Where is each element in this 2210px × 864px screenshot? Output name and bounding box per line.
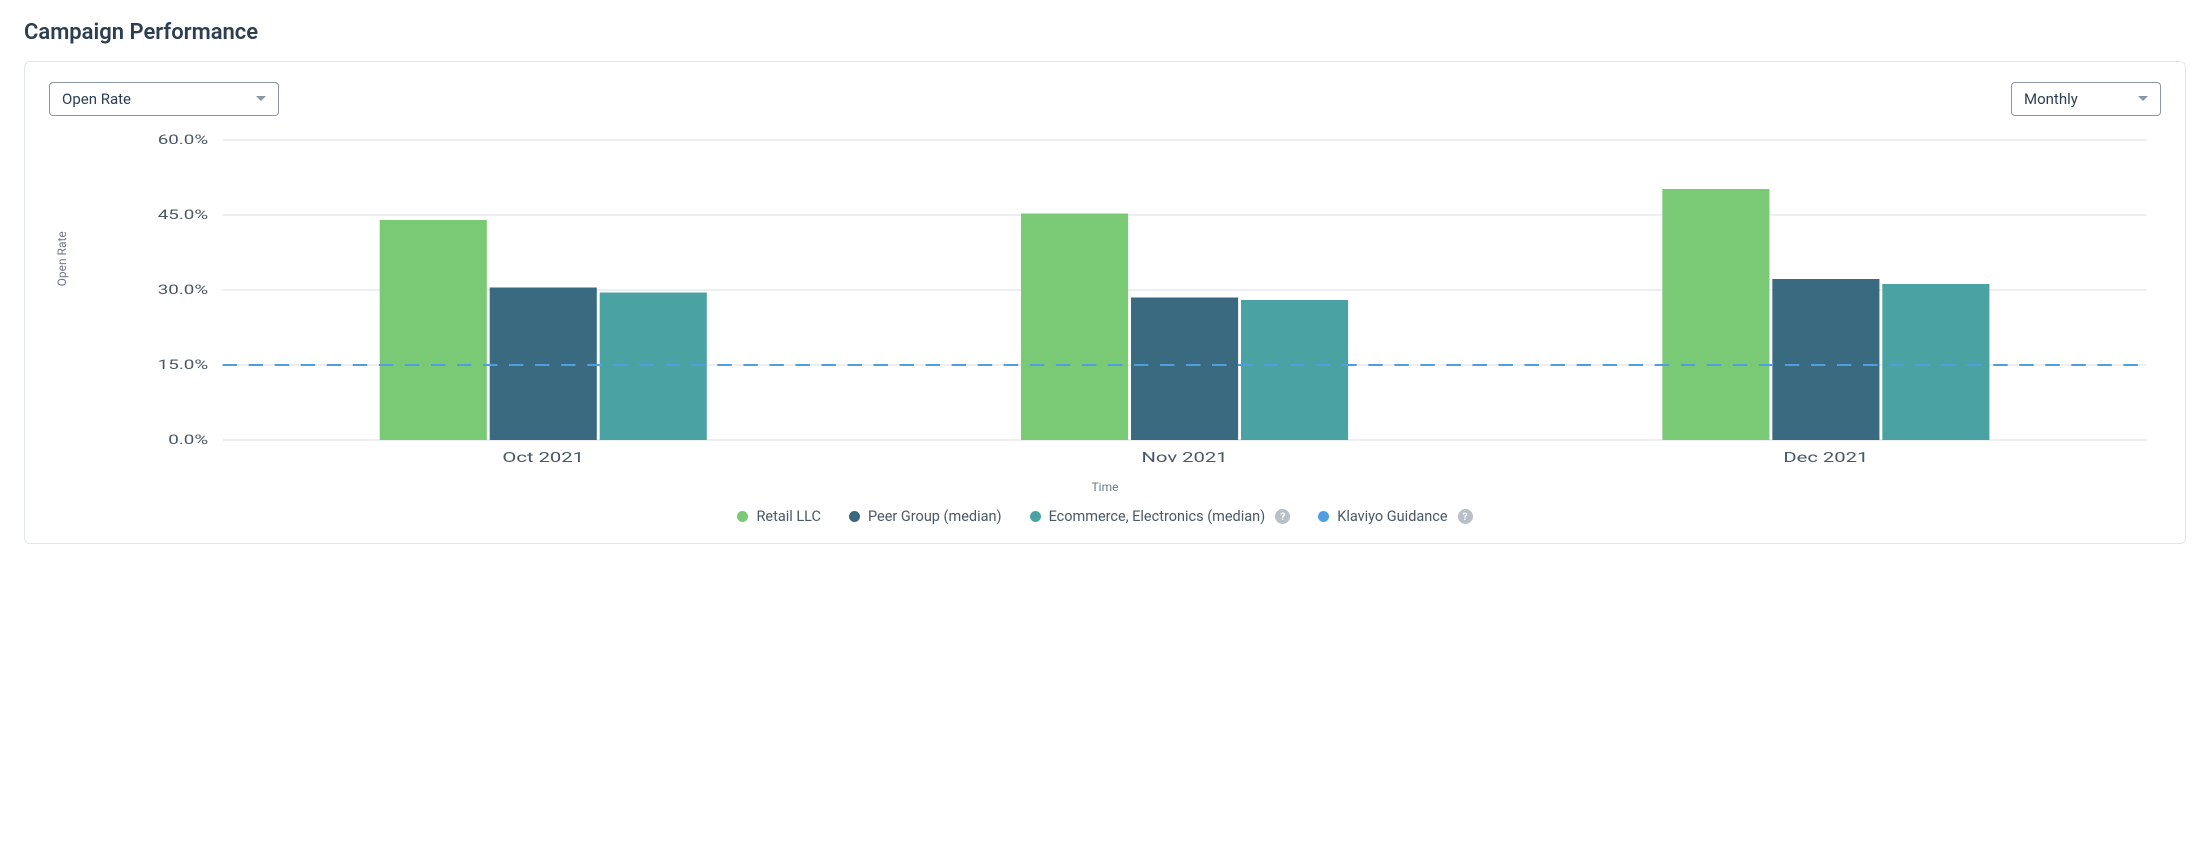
svg-text:45.0%: 45.0%	[158, 207, 209, 222]
svg-text:15.0%: 15.0%	[158, 357, 209, 372]
bar[interactable]	[380, 220, 487, 440]
bar-chart: 0.0% 15.0% 30.0% 45.0% 60.0% Oct 2021 Nov 2021…	[49, 134, 2161, 470]
bar[interactable]	[1662, 189, 1769, 440]
bar[interactable]	[1882, 284, 1989, 440]
help-icon[interactable]: ?	[1275, 509, 1290, 524]
chevron-down-icon	[256, 96, 266, 102]
interval-select-value: Monthly	[2024, 90, 2078, 108]
bar[interactable]	[1772, 279, 1879, 440]
metric-select-value: Open Rate	[62, 90, 131, 108]
chart-area: Open Rate 0.0% 15.0% 30.0% 45.0% 60.0% Oct 20…	[49, 134, 2161, 494]
bar[interactable]	[1021, 214, 1128, 441]
y-axis-label: Open Rate	[55, 231, 69, 286]
bar[interactable]	[600, 293, 707, 441]
x-axis-label: Time	[49, 480, 2161, 494]
bar[interactable]	[490, 288, 597, 441]
legend-swatch	[1318, 511, 1329, 522]
svg-text:60.0%: 60.0%	[158, 134, 209, 147]
chevron-down-icon	[2138, 96, 2148, 102]
svg-text:Oct 2021: Oct 2021	[502, 450, 584, 466]
svg-text:0.0%: 0.0%	[168, 432, 208, 447]
interval-select[interactable]: Monthly	[2011, 82, 2161, 116]
legend-swatch	[737, 511, 748, 522]
chart-card: Open Rate Monthly Open Rate 0.0% 15.0% 30.…	[24, 61, 2186, 544]
legend-swatch	[1030, 511, 1041, 522]
legend-item[interactable]: Peer Group (median)	[849, 508, 1002, 525]
bar[interactable]	[1131, 298, 1238, 441]
legend-item[interactable]: Klaviyo Guidance?	[1318, 508, 1472, 525]
legend-item[interactable]: Retail LLC	[737, 508, 821, 525]
metric-select[interactable]: Open Rate	[49, 82, 279, 116]
svg-text:Dec 2021: Dec 2021	[1783, 450, 1868, 466]
svg-text:30.0%: 30.0%	[158, 282, 209, 297]
legend-label: Ecommerce, Electronics (median)	[1049, 508, 1266, 525]
bar[interactable]	[1241, 300, 1348, 440]
legend-swatch	[849, 511, 860, 522]
controls-row: Open Rate Monthly	[49, 82, 2161, 116]
help-icon[interactable]: ?	[1458, 509, 1473, 524]
legend-label: Retail LLC	[756, 508, 821, 525]
legend: Retail LLC Peer Group (median) Ecommerce, …	[49, 508, 2161, 525]
svg-text:Nov 2021: Nov 2021	[1142, 450, 1228, 466]
legend-label: Peer Group (median)	[868, 508, 1002, 525]
page-title: Campaign Performance	[24, 20, 2186, 45]
legend-item[interactable]: Ecommerce, Electronics (median)?	[1030, 508, 1291, 525]
legend-label: Klaviyo Guidance	[1337, 508, 1447, 525]
